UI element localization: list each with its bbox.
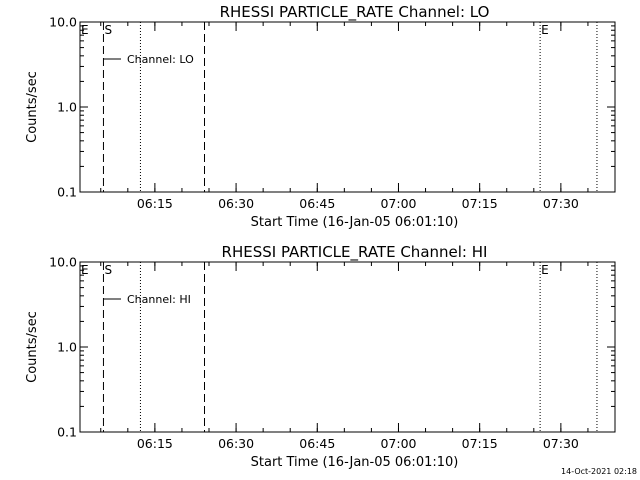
x-axis-label: Start Time (16-Jan-05 06:01:10) — [251, 455, 459, 470]
x-tick-label: 07:30 — [543, 196, 579, 211]
legend-label: Channel: HI — [127, 293, 191, 306]
event-marker-label: E — [541, 263, 549, 277]
x-tick-label: 07:15 — [462, 196, 498, 211]
y-tick-label: 0.1 — [57, 425, 77, 440]
y-tick-label: 1.0 — [57, 100, 77, 115]
event-marker-label: S — [104, 23, 112, 37]
x-axis-label: Start Time (16-Jan-05 06:01:10) — [251, 215, 459, 230]
x-tick-label: 06:30 — [218, 436, 254, 451]
x-tick-label: 06:15 — [137, 436, 173, 451]
event-marker-label: E — [541, 23, 549, 37]
footer-timestamp: 14-Oct-2021 02:18 — [561, 467, 637, 476]
x-tick-label: 07:00 — [380, 436, 416, 451]
x-tick-label: 07:00 — [380, 196, 416, 211]
y-tick-label: 10.0 — [49, 255, 77, 270]
event-marker-label: S — [104, 263, 112, 277]
y-axis-label: Counts/sec — [25, 71, 40, 143]
y-tick-label: 0.1 — [57, 185, 77, 200]
plot-frame — [79, 261, 616, 433]
chart-panel-2: RHESSI PARTICLE_RATE Channel: HI Counts/s… — [25, 243, 616, 470]
x-tick-label: 06:15 — [137, 196, 173, 211]
plot-frame — [79, 21, 616, 193]
x-tick-label: 06:45 — [299, 436, 335, 451]
x-tick-label: 07:30 — [543, 436, 579, 451]
legend-label: Channel: LO — [127, 53, 194, 66]
x-tick-label: 06:30 — [218, 196, 254, 211]
chart-panel-1: RHESSI PARTICLE_RATE Channel: LO Counts/s… — [25, 3, 616, 230]
event-marker-label: E — [81, 23, 89, 37]
chart-title: RHESSI PARTICLE_RATE Channel: HI — [222, 243, 488, 262]
chart-title: RHESSI PARTICLE_RATE Channel: LO — [220, 3, 490, 22]
x-tick-label: 06:45 — [299, 196, 335, 211]
event-marker-label: E — [81, 263, 89, 277]
y-tick-label: 10.0 — [49, 15, 77, 30]
y-tick-label: 1.0 — [57, 340, 77, 355]
x-tick-label: 07:15 — [462, 436, 498, 451]
y-axis-label: Counts/sec — [25, 311, 40, 383]
